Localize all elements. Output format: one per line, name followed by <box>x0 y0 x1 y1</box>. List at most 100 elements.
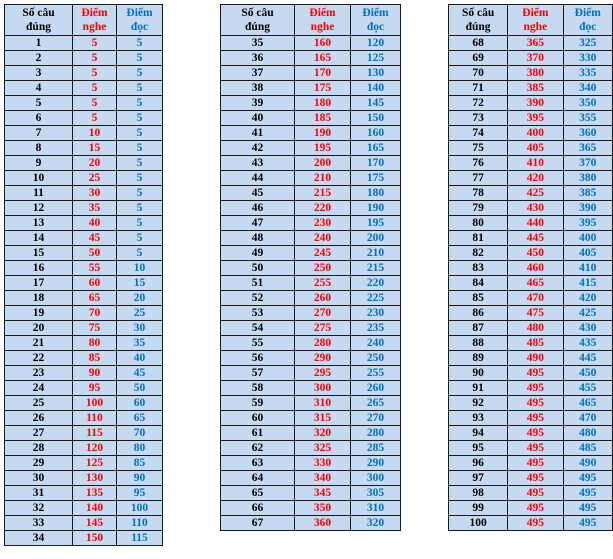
correct-count-cell: 100 <box>447 515 509 531</box>
reading-score-cell: 5 <box>116 110 163 126</box>
listening-score-cell: 410 <box>507 155 564 171</box>
listening-score-cell: 300 <box>294 380 351 396</box>
reading-score-cell: 385 <box>562 185 613 201</box>
correct-count-cell: 93 <box>447 410 509 426</box>
listening-score-cell: 220 <box>294 200 351 216</box>
listening-score-cell: 315 <box>294 410 351 426</box>
table-row: 29 125 85 <box>4 455 163 471</box>
listening-score-cell: 180 <box>294 95 351 111</box>
correct-count-cell: 42 <box>220 140 295 156</box>
table-row: 79 430 390 <box>447 200 613 216</box>
reading-score-cell: 5 <box>116 95 163 111</box>
correct-count-cell: 57 <box>220 365 295 381</box>
correct-count-cell: 49 <box>220 245 295 261</box>
correct-count-cell: 97 <box>447 470 509 486</box>
correct-count-cell: 65 <box>220 485 295 501</box>
listening-score-cell: 495 <box>507 440 564 456</box>
reading-score-cell: 480 <box>562 425 613 441</box>
reading-score-cell: 160 <box>350 125 401 141</box>
correct-count-cell: 82 <box>447 245 509 261</box>
reading-score-cell: 290 <box>350 455 401 471</box>
table-row: 55 280 240 <box>220 335 401 351</box>
header-reading-score: Điểm đọc <box>116 4 163 36</box>
reading-score-cell: 25 <box>116 305 163 321</box>
correct-count-cell: 46 <box>220 200 295 216</box>
correct-count-cell: 87 <box>447 320 509 336</box>
table-row: 47 230 195 <box>220 215 401 231</box>
correct-count-cell: 47 <box>220 215 295 231</box>
listening-score-cell: 165 <box>294 50 351 66</box>
table-row: 61 320 280 <box>220 425 401 441</box>
table-row: 81 445 400 <box>447 230 613 246</box>
reading-score-cell: 395 <box>562 215 613 231</box>
correct-count-cell: 4 <box>4 80 73 96</box>
reading-score-cell: 120 <box>350 35 401 51</box>
listening-score-cell: 475 <box>507 305 564 321</box>
listening-score-cell: 430 <box>507 200 564 216</box>
table-row: 19 70 25 <box>4 305 163 321</box>
reading-score-cell: 20 <box>116 290 163 306</box>
table-row: 70 380 335 <box>447 65 613 81</box>
reading-score-cell: 300 <box>350 470 401 486</box>
table-row: 28 120 80 <box>4 440 163 456</box>
correct-count-cell: 81 <box>447 230 509 246</box>
reading-score-cell: 80 <box>116 440 163 456</box>
correct-count-cell: 61 <box>220 425 295 441</box>
table-row: 65 345 305 <box>220 485 401 501</box>
correct-count-cell: 36 <box>220 50 295 66</box>
header-reading-score: Điểm đọc <box>350 4 401 36</box>
table-row: 35 160 120 <box>220 35 401 51</box>
listening-score-cell: 85 <box>72 350 117 366</box>
listening-score-cell: 365 <box>507 35 564 51</box>
correct-count-cell: 72 <box>447 95 509 111</box>
table-row: 62 325 285 <box>220 440 401 456</box>
correct-count-cell: 63 <box>220 455 295 471</box>
listening-score-cell: 90 <box>72 365 117 381</box>
table-row: 52 260 225 <box>220 290 401 306</box>
correct-count-cell: 5 <box>4 95 73 111</box>
listening-score-cell: 5 <box>72 35 117 51</box>
listening-score-cell: 115 <box>72 425 117 441</box>
correct-count-cell: 99 <box>447 500 509 516</box>
reading-score-cell: 5 <box>116 65 163 81</box>
header-listening-score: Điểm nghe <box>72 4 117 36</box>
reading-score-cell: 250 <box>350 350 401 366</box>
listening-score-cell: 185 <box>294 110 351 126</box>
correct-count-cell: 52 <box>220 290 295 306</box>
reading-score-cell: 210 <box>350 245 401 261</box>
table-row: 67 360 320 <box>220 515 401 531</box>
correct-count-cell: 59 <box>220 395 295 411</box>
reading-score-cell: 400 <box>562 230 613 246</box>
table-row: 43 200 170 <box>220 155 401 171</box>
table-row: 14 45 5 <box>4 230 163 246</box>
table-row: 12 35 5 <box>4 200 163 216</box>
reading-score-cell: 125 <box>350 50 401 66</box>
correct-count-cell: 19 <box>4 305 73 321</box>
listening-score-cell: 5 <box>72 110 117 126</box>
reading-score-cell: 265 <box>350 395 401 411</box>
table-row: 25 100 60 <box>4 395 163 411</box>
reading-score-cell: 390 <box>562 200 613 216</box>
listening-score-cell: 495 <box>507 425 564 441</box>
correct-count-cell: 70 <box>447 65 509 81</box>
listening-score-cell: 120 <box>72 440 117 456</box>
correct-count-cell: 79 <box>447 200 509 216</box>
reading-score-cell: 5 <box>116 50 163 66</box>
listening-score-cell: 55 <box>72 260 117 276</box>
reading-score-cell: 45 <box>116 365 163 381</box>
correct-count-cell: 1 <box>4 35 73 51</box>
correct-count-cell: 44 <box>220 170 295 186</box>
reading-score-cell: 235 <box>350 320 401 336</box>
reading-score-cell: 5 <box>116 185 163 201</box>
correct-count-cell: 77 <box>447 170 509 186</box>
reading-score-cell: 5 <box>116 80 163 96</box>
listening-score-cell: 210 <box>294 170 351 186</box>
listening-score-cell: 420 <box>507 170 564 186</box>
listening-score-cell: 310 <box>294 395 351 411</box>
table-row: 13 40 5 <box>4 215 163 231</box>
listening-score-cell: 485 <box>507 335 564 351</box>
listening-score-cell: 350 <box>294 500 351 516</box>
correct-count-cell: 27 <box>4 425 73 441</box>
reading-score-cell: 150 <box>350 110 401 126</box>
